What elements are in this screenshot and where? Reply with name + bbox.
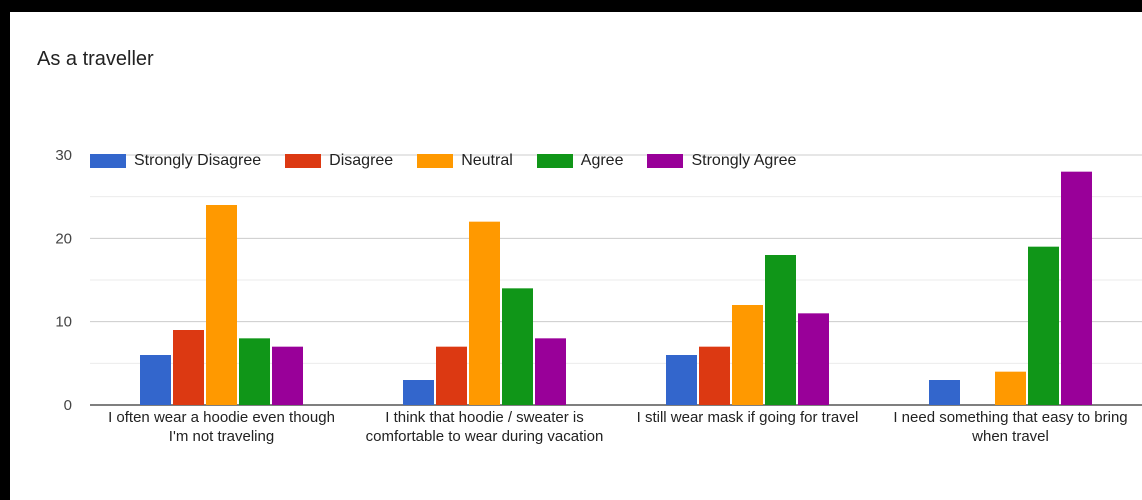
bar[interactable] [469, 221, 500, 405]
legend-swatch [647, 154, 684, 168]
bar[interactable] [765, 255, 796, 405]
chart-title: As a traveller [37, 48, 154, 70]
legend-label: Disagree [329, 152, 394, 169]
legend-swatch [417, 154, 454, 168]
bar[interactable] [173, 330, 204, 405]
legend-item[interactable]: Strongly Disagree [90, 152, 261, 170]
legend-item[interactable]: Neutral [417, 152, 513, 170]
bar[interactable] [1028, 246, 1059, 405]
bar[interactable] [239, 338, 270, 405]
bar[interactable] [929, 380, 960, 405]
bar[interactable] [272, 346, 303, 405]
x-tick-label: I still wear mask if going for travel [636, 409, 859, 426]
y-axis-ticks: 0 10 20 30 [55, 147, 72, 414]
bar[interactable] [403, 380, 434, 405]
y-tick-label: 10 [55, 314, 72, 331]
legend-swatch [90, 154, 126, 168]
bars [140, 171, 1092, 405]
legend-label: Agree [580, 152, 624, 169]
bar[interactable] [666, 355, 697, 405]
x-tick-label: I need something that easy to bring when… [893, 409, 1128, 445]
bar[interactable] [502, 288, 533, 405]
legend-item[interactable]: Agree [536, 152, 624, 170]
bar-chart: 0 10 20 30 [55, 147, 1142, 414]
bar[interactable] [732, 305, 763, 405]
bar[interactable] [535, 338, 566, 405]
y-tick-label: 30 [55, 147, 72, 164]
bar[interactable] [995, 371, 1026, 405]
y-tick-label: 0 [64, 397, 72, 414]
legend-swatch [536, 154, 573, 168]
chart-card: As a traveller 0 10 20 30 Strongly Disagree… [10, 12, 1142, 500]
legend-swatch [285, 154, 322, 168]
chart-legend: Strongly Disagree Disagree Neutral Agree Str… [90, 152, 820, 170]
y-tick-label: 20 [55, 230, 72, 247]
bar[interactable] [436, 346, 467, 405]
bar[interactable] [140, 355, 171, 405]
legend-item[interactable]: Disagree [285, 152, 393, 170]
bar[interactable] [206, 205, 237, 405]
legend-item[interactable]: Strongly Agree [647, 152, 796, 170]
bar[interactable] [798, 313, 829, 405]
x-tick-label: I often wear a hoodie even though I'm no… [108, 409, 335, 445]
bar[interactable] [699, 346, 730, 405]
x-tick-label: I think that hoodie / sweater is comfort… [365, 409, 604, 445]
grid-lines [90, 154, 1142, 406]
legend-label: Neutral [461, 152, 513, 169]
legend-label: Strongly Disagree [134, 152, 262, 169]
bar[interactable] [1061, 171, 1092, 405]
legend-label: Strongly Agree [691, 152, 797, 169]
